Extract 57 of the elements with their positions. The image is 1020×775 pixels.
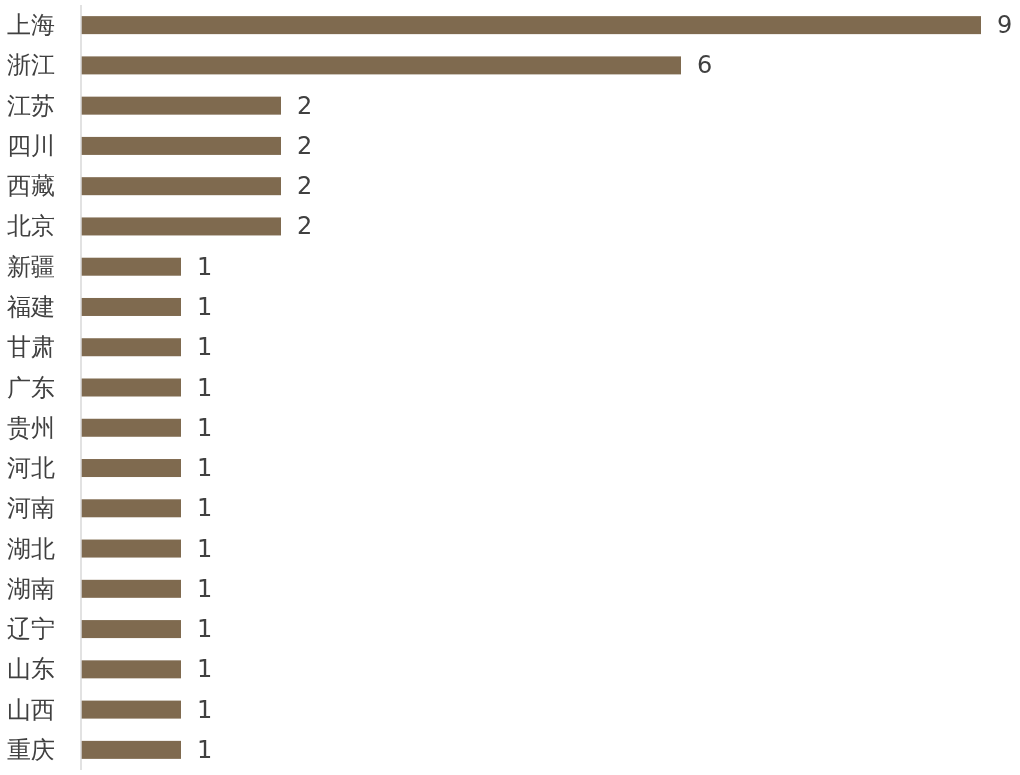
- bar: [81, 740, 181, 759]
- y-tick-label: 浙江: [7, 51, 55, 80]
- data-label: 1: [197, 413, 213, 442]
- y-tick-label: 河南: [7, 494, 55, 523]
- data-label: 1: [197, 695, 213, 724]
- y-tick-label: 湖北: [7, 534, 55, 563]
- bar: [81, 297, 181, 316]
- data-label: 2: [297, 172, 313, 201]
- data-label: 2: [297, 212, 313, 241]
- y-tick-label: 新疆: [7, 252, 55, 281]
- bar: [81, 579, 181, 598]
- data-label: 1: [197, 574, 213, 603]
- bar: [81, 56, 681, 75]
- data-label: 2: [297, 91, 313, 120]
- data-label: 1: [197, 615, 213, 644]
- data-label: 1: [197, 252, 213, 281]
- bar: [81, 459, 181, 478]
- y-tick-label: 甘肃: [7, 333, 55, 362]
- data-label: 6: [697, 51, 713, 80]
- bar: [81, 378, 181, 397]
- bar: [81, 418, 181, 437]
- data-label: 1: [197, 292, 213, 321]
- data-label: 1: [197, 333, 213, 362]
- y-tick-label: 辽宁: [7, 615, 55, 644]
- y-tick-label: 上海: [7, 11, 55, 40]
- data-label: 1: [197, 655, 213, 684]
- y-tick-label: 湖南: [7, 574, 55, 603]
- bar: [81, 96, 281, 115]
- bar: [81, 16, 981, 35]
- y-tick-label: 江苏: [7, 91, 55, 120]
- bar: [81, 177, 281, 196]
- bar: [81, 620, 181, 639]
- data-label: 1: [197, 494, 213, 523]
- y-tick-label: 河北: [7, 454, 55, 483]
- y-tick-label: 西藏: [7, 172, 55, 201]
- data-label: 2: [297, 131, 313, 160]
- y-tick-label: 山东: [7, 655, 55, 684]
- bar: [81, 539, 181, 558]
- y-tick-label: 北京: [7, 212, 55, 241]
- bar: [81, 257, 181, 276]
- bar: [81, 700, 181, 719]
- bar: [81, 338, 181, 357]
- data-label: 1: [197, 534, 213, 563]
- bar: [81, 217, 281, 236]
- data-label: 9: [997, 11, 1013, 40]
- data-label: 1: [197, 454, 213, 483]
- bar: [81, 499, 181, 518]
- y-tick-label: 山西: [7, 695, 55, 724]
- y-tick-label: 贵州: [7, 413, 55, 442]
- y-tick-label: 广东: [7, 373, 55, 402]
- data-label: 1: [197, 735, 213, 764]
- bar: [81, 660, 181, 679]
- data-label: 1: [197, 373, 213, 402]
- y-tick-label: 重庆: [7, 735, 55, 764]
- y-tick-label: 四川: [7, 131, 55, 160]
- bar: [81, 136, 281, 155]
- y-tick-label: 福建: [7, 292, 55, 321]
